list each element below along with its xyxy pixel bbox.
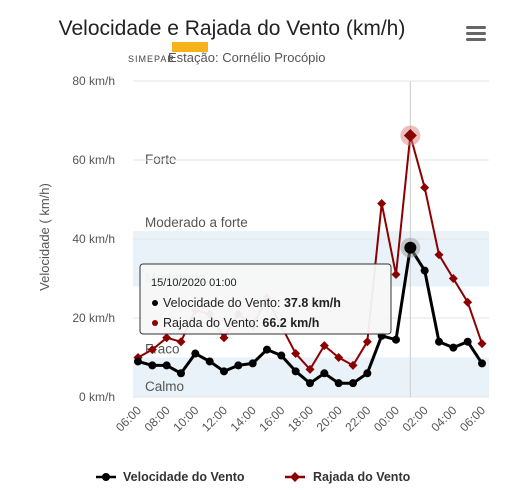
band-label-moderado-a-forte: Moderado a forte <box>145 215 248 230</box>
data-point-velocidade[interactable] <box>263 345 271 354</box>
x-tick-label: 06:00 <box>457 403 488 434</box>
y-tick-label: 80 km/h <box>72 74 115 88</box>
tooltip-velocidade-label: Velocidade do Vento: <box>163 296 284 310</box>
svg-text:Velocidade do Vento: 37.8 km/h: Velocidade do Vento: 37.8 km/h <box>163 296 341 310</box>
x-axis-ticks: 06:0008:0010:0012:0014:0016:0018:0020:00… <box>113 403 488 434</box>
x-tick-label: 08:00 <box>142 403 173 434</box>
tooltip-rajada-value: 66.2 km/h <box>262 316 319 330</box>
data-point-rajada[interactable] <box>420 183 430 193</box>
x-tick-label: 16:00 <box>256 403 287 434</box>
x-tick-label: 00:00 <box>371 403 402 434</box>
band-label-forte: Forte <box>145 152 177 167</box>
x-tick-label: 12:00 <box>199 403 230 434</box>
data-point-velocidade[interactable] <box>349 379 357 388</box>
data-point-velocidade[interactable] <box>306 379 314 388</box>
data-point-velocidade[interactable] <box>177 369 185 378</box>
data-point-velocidade[interactable] <box>277 351 286 360</box>
x-tick-label: 06:00 <box>113 403 144 434</box>
y-tick-label: 0 km/h <box>79 390 115 404</box>
tooltip-header: 15/10/2020 01:00 <box>151 277 237 289</box>
tooltip-rajada-label: Rajada do Vento: <box>163 316 262 330</box>
data-point-rajada[interactable] <box>219 333 229 343</box>
data-point-rajada[interactable] <box>162 333 172 343</box>
data-point-velocidade[interactable] <box>220 367 228 376</box>
data-point-velocidade[interactable] <box>134 357 142 366</box>
data-point-rajada[interactable] <box>448 274 458 283</box>
data-point-velocidade[interactable] <box>148 361 157 370</box>
data-point-velocidade[interactable] <box>435 337 443 346</box>
logo-text: SIMEPAR <box>128 54 175 64</box>
data-point-velocidade[interactable] <box>478 359 486 368</box>
data-point-rajada[interactable] <box>477 339 487 349</box>
data-point-velocidade[interactable] <box>334 379 343 388</box>
x-tick-label: 04:00 <box>428 403 459 434</box>
y-axis-ticks: 0 km/h 20 km/h 40 km/h 60 km/h 80 km/h <box>72 74 115 404</box>
chart-title: Velocidade e Rajada do Vento (km/h) <box>59 17 406 40</box>
tooltip-velocidade-marker <box>152 300 158 306</box>
data-point-velocidade[interactable] <box>248 359 257 368</box>
data-point-velocidade[interactable] <box>320 369 329 378</box>
chart-subtitle: Estação: Cornélio Procópio <box>168 50 326 65</box>
data-point-rajada[interactable] <box>147 345 157 355</box>
data-point-velocidade[interactable] <box>291 367 300 376</box>
data-point-velocidade[interactable] <box>234 361 243 370</box>
y-tick-label: 60 km/h <box>72 153 115 167</box>
band-calmo <box>133 357 489 397</box>
data-point-velocidade[interactable] <box>191 349 200 358</box>
data-point-velocidade[interactable] <box>449 343 458 352</box>
simepar-logo: SIMEPAR <box>128 42 208 64</box>
data-point-velocidade[interactable] <box>404 241 417 254</box>
data-point-rajada[interactable] <box>348 360 358 370</box>
data-point-rajada[interactable] <box>319 341 329 351</box>
data-point-velocidade[interactable] <box>463 337 472 346</box>
x-tick-label: 14:00 <box>228 403 259 434</box>
data-point-rajada[interactable] <box>176 337 186 347</box>
data-point-rajada[interactable] <box>403 129 417 143</box>
legend-item-velocidade[interactable]: Velocidade do Vento <box>96 470 245 484</box>
data-point-rajada[interactable] <box>334 353 344 362</box>
data-point-rajada[interactable] <box>391 270 401 280</box>
data-point-velocidade[interactable] <box>392 335 400 344</box>
data-point-velocidade[interactable] <box>363 369 372 378</box>
data-point-rajada[interactable] <box>305 364 315 374</box>
legend-label-velocidade: Velocidade do Vento <box>123 470 245 484</box>
data-point-rajada[interactable] <box>434 250 444 260</box>
x-tick-label: 20:00 <box>314 403 345 434</box>
legend: Velocidade do Vento Rajada do Vento <box>96 470 411 484</box>
x-tick-label: 22:00 <box>342 403 373 434</box>
tooltip-rajada-marker <box>152 320 158 326</box>
x-tick-label: 10:00 <box>170 403 201 434</box>
legend-label-rajada: Rajada do Vento <box>313 470 411 484</box>
band-label-calmo: Calmo <box>145 379 184 394</box>
legend-item-rajada[interactable]: Rajada do Vento <box>285 470 411 484</box>
hamburger-menu-icon[interactable] <box>466 26 486 41</box>
y-tick-label: 20 km/h <box>72 311 115 325</box>
data-point-velocidade[interactable] <box>205 357 214 366</box>
series-velocidade[interactable] <box>134 237 486 388</box>
x-tick-label: 18:00 <box>285 403 316 434</box>
data-point-rajada[interactable] <box>463 297 473 307</box>
tooltip-velocidade-value: 37.8 km/h <box>284 296 341 310</box>
data-point-rajada[interactable] <box>291 349 301 359</box>
x-tick-label: 02:00 <box>400 403 431 434</box>
y-tick-label: 40 km/h <box>72 232 115 246</box>
data-point-rajada[interactable] <box>362 337 372 347</box>
tooltip: 15/10/2020 01:00 Velocidade do Vento: 37… <box>139 263 392 335</box>
data-point-velocidade[interactable] <box>420 266 429 275</box>
data-point-rajada[interactable] <box>377 198 387 208</box>
y-axis-title: Velocidade ( km/h) <box>37 183 52 291</box>
svg-text:Rajada do Vento: 66.2 km/h: Rajada do Vento: 66.2 km/h <box>163 316 319 330</box>
data-point-velocidade[interactable] <box>162 361 171 370</box>
